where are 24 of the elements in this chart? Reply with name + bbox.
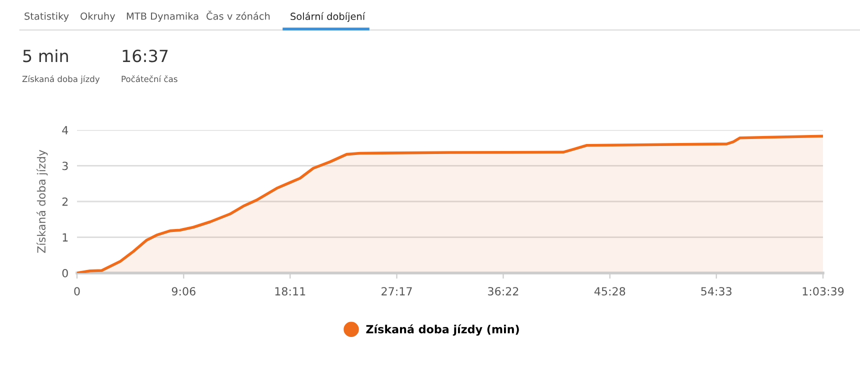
- text: Počáteční čas: [122, 75, 178, 82]
- text: 16:37: [122, 50, 168, 62]
- x-tick-label: 0: [74, 287, 80, 296]
- y-tick-label: 2: [62, 197, 68, 206]
- x-tick-label: 18:11: [275, 287, 306, 296]
- y-axis-title: Získaná doba jízdy: [36, 150, 48, 253]
- y-tick-label: 4: [62, 126, 68, 134]
- y-tick-label: 3: [62, 162, 68, 170]
- text: MTB Dynamika: [126, 12, 198, 22]
- y-tick-label: 0: [62, 268, 68, 278]
- x-tick-label: 27:17: [382, 287, 412, 296]
- text: Čas v zónách: [206, 10, 270, 20]
- x-tick-label: 36:22: [488, 287, 518, 296]
- text: Získaná doba jízdy: [22, 75, 100, 84]
- legend-label: Získaná doba jízdy (min): [366, 324, 519, 336]
- text: 5 min: [23, 49, 68, 62]
- y-tick-label: 1: [62, 233, 68, 242]
- x-tick-label: 9:06: [172, 287, 196, 296]
- text: Statistiky: [24, 12, 69, 22]
- x-tick-label: 1:03:39: [802, 287, 844, 296]
- text: Okruhy: [80, 12, 116, 22]
- x-tick-label: 54:33: [701, 287, 732, 296]
- x-tick-label: 45:28: [594, 287, 626, 296]
- text: Solární dobíjení: [290, 12, 366, 22]
